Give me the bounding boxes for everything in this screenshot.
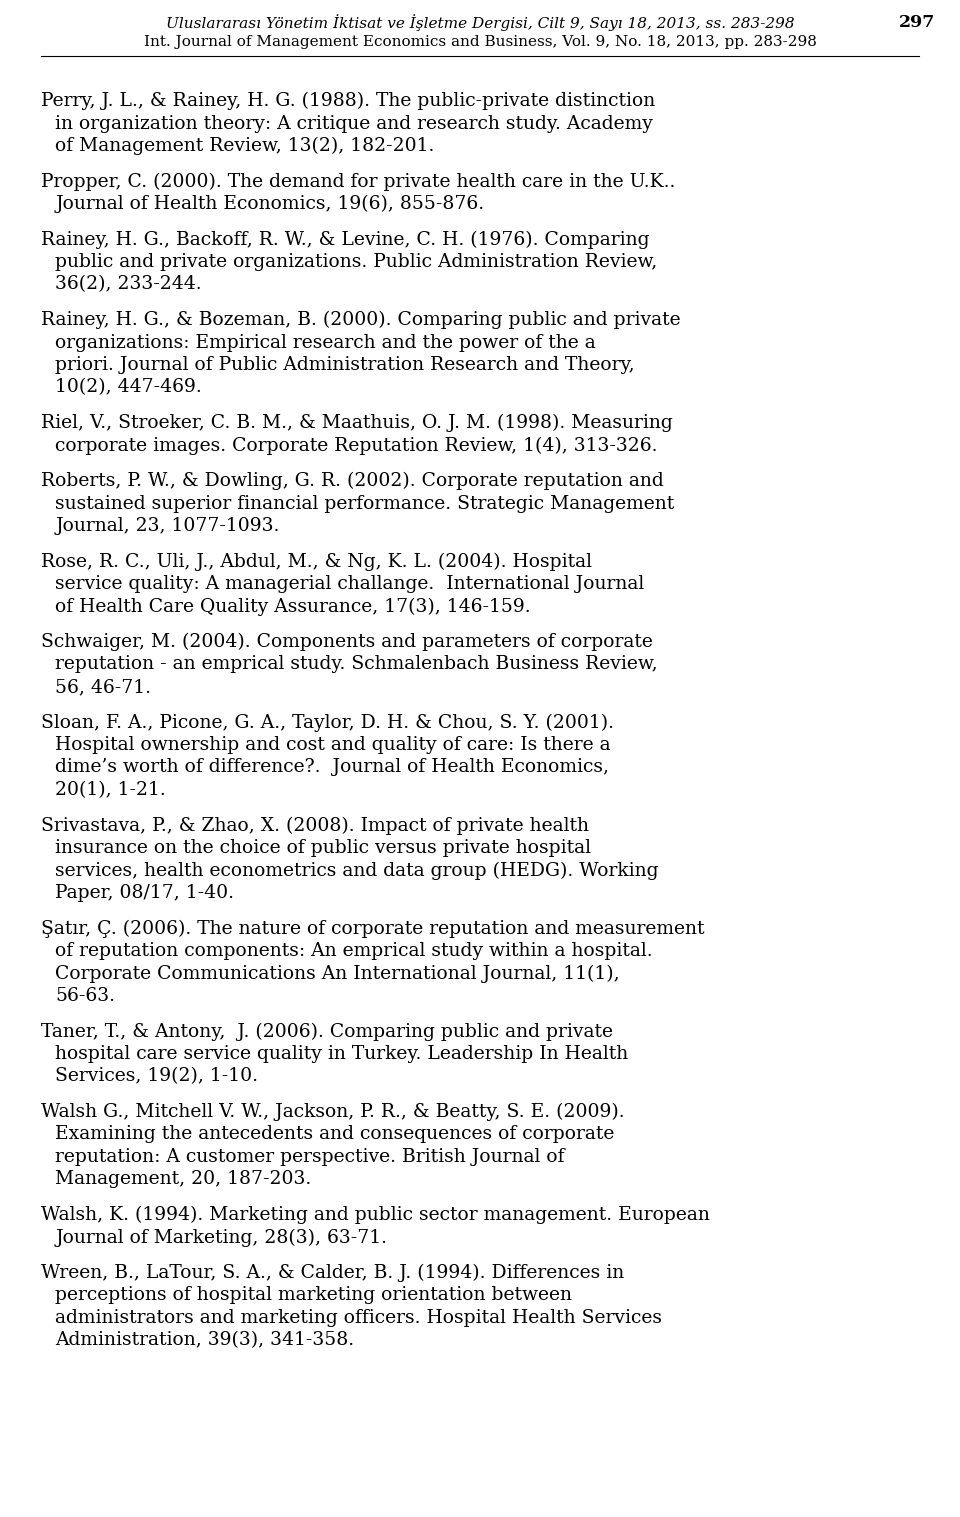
Text: reputation: A customer perspective. British Journal of: reputation: A customer perspective. Brit… <box>55 1148 564 1167</box>
Text: Rainey, H. G., Backoff, R. W., & Levine, C. H. (1976). Comparing: Rainey, H. G., Backoff, R. W., & Levine,… <box>41 231 650 249</box>
Text: Journal, 23, 1077-1093.: Journal, 23, 1077-1093. <box>55 517 279 536</box>
Text: 10(2), 447-469.: 10(2), 447-469. <box>55 379 202 396</box>
Text: Hospital ownership and cost and quality of care: Is there a: Hospital ownership and cost and quality … <box>55 736 611 754</box>
Text: 56, 46-71.: 56, 46-71. <box>55 678 151 696</box>
Text: Şatır, Ç. (2006). The nature of corporate reputation and measurement: Şatır, Ç. (2006). The nature of corporat… <box>41 919 705 938</box>
Text: insurance on the choice of public versus private hospital: insurance on the choice of public versus… <box>55 839 591 857</box>
Text: Uluslararası Yönetim İktisat ve İşletme Dergisi, Cilt 9, Sayı 18, 2013, ss. 283-: Uluslararası Yönetim İktisat ve İşletme … <box>166 14 794 30</box>
Text: Wreen, B., LaTour, S. A., & Calder, B. J. (1994). Differences in: Wreen, B., LaTour, S. A., & Calder, B. J… <box>41 1264 624 1282</box>
Text: 297: 297 <box>899 14 935 30</box>
Text: Corporate Communications An International Journal, 11(1),: Corporate Communications An Internationa… <box>55 965 619 983</box>
Text: Srivastava, P., & Zhao, X. (2008). Impact of private health: Srivastava, P., & Zhao, X. (2008). Impac… <box>41 816 589 834</box>
Text: organizations: Empirical research and the power of the a: organizations: Empirical research and th… <box>55 334 596 352</box>
Text: Riel, V., Stroeker, C. B. M., & Maathuis, O. J. M. (1998). Measuring: Riel, V., Stroeker, C. B. M., & Maathuis… <box>41 414 673 432</box>
Text: Perry, J. L., & Rainey, H. G. (1988). The public-private distinction: Perry, J. L., & Rainey, H. G. (1988). Th… <box>41 93 656 111</box>
Text: Paper, 08/17, 1-40.: Paper, 08/17, 1-40. <box>55 884 234 903</box>
Text: administrators and marketing officers. Hospital Health Services: administrators and marketing officers. H… <box>55 1309 662 1327</box>
Text: of reputation components: An emprical study within a hospital.: of reputation components: An emprical st… <box>55 942 659 960</box>
Text: Administration, 39(3), 341-358.: Administration, 39(3), 341-358. <box>55 1332 354 1350</box>
Text: Walsh, K. (1994). Marketing and public sector management. European: Walsh, K. (1994). Marketing and public s… <box>41 1206 709 1224</box>
Text: Roberts, P. W., & Dowling, G. R. (2002). Corporate reputation and: Roberts, P. W., & Dowling, G. R. (2002).… <box>41 472 663 490</box>
Text: hospital care service quality in Turkey. Leadership In Health: hospital care service quality in Turkey.… <box>55 1045 628 1063</box>
Text: 56-63.: 56-63. <box>55 988 115 1004</box>
Text: dime’s worth of difference?.  Journal of Health Economics,: dime’s worth of difference?. Journal of … <box>55 758 609 777</box>
Text: Taner, T., & Antony,  J. (2006). Comparing public and private: Taner, T., & Antony, J. (2006). Comparin… <box>41 1022 613 1041</box>
Text: Schwaiger, M. (2004). Components and parameters of corporate: Schwaiger, M. (2004). Components and par… <box>41 633 653 651</box>
Text: service quality: A managerial challange.  International Journal: service quality: A managerial challange.… <box>55 575 644 593</box>
Text: priori. Journal of Public Administration Research and Theory,: priori. Journal of Public Administration… <box>55 356 635 375</box>
Text: Rose, R. C., Uli, J., Abdul, M., & Ng, K. L. (2004). Hospital: Rose, R. C., Uli, J., Abdul, M., & Ng, K… <box>41 552 592 570</box>
Text: Walsh G., Mitchell V. W., Jackson, P. R., & Beatty, S. E. (2009).: Walsh G., Mitchell V. W., Jackson, P. R.… <box>41 1103 625 1121</box>
Text: 36(2), 233-244.: 36(2), 233-244. <box>55 276 202 293</box>
Text: in organization theory: A critique and research study. Academy: in organization theory: A critique and r… <box>55 114 653 132</box>
Text: sustained superior financial performance. Strategic Management: sustained superior financial performance… <box>55 495 674 513</box>
Text: Examining the antecedents and consequences of corporate: Examining the antecedents and consequenc… <box>55 1126 614 1144</box>
Text: perceptions of hospital marketing orientation between: perceptions of hospital marketing orient… <box>55 1286 572 1305</box>
Text: Services, 19(2), 1-10.: Services, 19(2), 1-10. <box>55 1068 258 1086</box>
Text: of Management Review, 13(2), 182-201.: of Management Review, 13(2), 182-201. <box>55 137 434 155</box>
Text: corporate images. Corporate Reputation Review, 1(4), 313-326.: corporate images. Corporate Reputation R… <box>55 437 658 455</box>
Text: Sloan, F. A., Picone, G. A., Taylor, D. H. & Chou, S. Y. (2001).: Sloan, F. A., Picone, G. A., Taylor, D. … <box>41 713 614 731</box>
Text: 20(1), 1-21.: 20(1), 1-21. <box>55 781 166 799</box>
Text: Management, 20, 187-203.: Management, 20, 187-203. <box>55 1171 311 1188</box>
Text: Propper, C. (2000). The demand for private health care in the U.K..: Propper, C. (2000). The demand for priva… <box>41 173 682 191</box>
Text: services, health econometrics and data group (HEDG). Working: services, health econometrics and data g… <box>55 862 659 880</box>
Text: Journal of Health Economics, 19(6), 855-876.: Journal of Health Economics, 19(6), 855-… <box>55 196 484 214</box>
Text: reputation - an emprical study. Schmalenbach Business Review,: reputation - an emprical study. Schmalen… <box>55 655 658 674</box>
Text: of Health Care Quality Assurance, 17(3), 146-159.: of Health Care Quality Assurance, 17(3),… <box>55 598 531 616</box>
Text: public and private organizations. Public Administration Review,: public and private organizations. Public… <box>55 253 658 272</box>
Text: Int. Journal of Management Economics and Business, Vol. 9, No. 18, 2013, pp. 283: Int. Journal of Management Economics and… <box>144 35 816 49</box>
Text: Journal of Marketing, 28(3), 63-71.: Journal of Marketing, 28(3), 63-71. <box>55 1229 387 1247</box>
Text: Rainey, H. G., & Bozeman, B. (2000). Comparing public and private: Rainey, H. G., & Bozeman, B. (2000). Com… <box>41 311 681 329</box>
